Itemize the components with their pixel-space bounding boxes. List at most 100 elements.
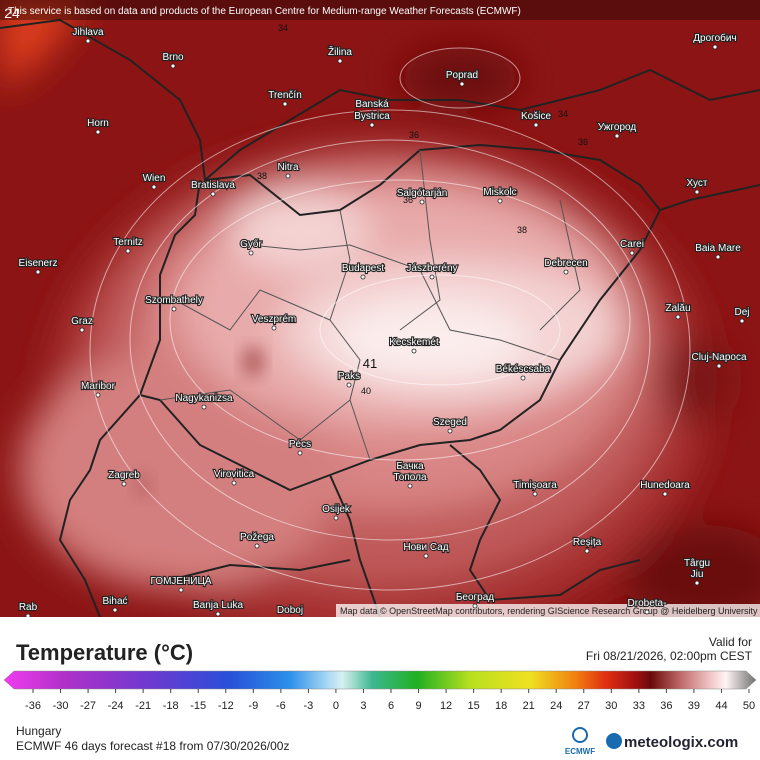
city-marker <box>178 587 184 593</box>
city-marker <box>407 483 413 489</box>
city-marker <box>423 553 429 559</box>
city-marker <box>447 428 453 434</box>
city-marker <box>715 254 721 260</box>
city-marker <box>25 613 31 617</box>
legend-tick-label: -18 <box>163 700 179 712</box>
city-marker <box>333 515 339 521</box>
city-marker <box>532 491 538 497</box>
city-marker <box>662 491 668 497</box>
city-label: Bihać <box>102 596 127 607</box>
city-label: Budapest <box>342 263 384 274</box>
city-marker <box>210 191 216 197</box>
city-marker <box>629 250 635 256</box>
city-label: Ужгород <box>598 122 637 133</box>
ecmwf-logo: ECMWF <box>565 747 595 756</box>
region: Hungary <box>16 724 61 738</box>
city-marker <box>121 481 127 487</box>
city-marker <box>95 129 101 135</box>
legend-tick-label: -21 <box>135 700 151 712</box>
city-label: Топола <box>393 472 426 483</box>
city-label: Carei <box>620 239 644 250</box>
city-marker <box>125 248 131 254</box>
valid-time: Fri 08/21/2026, 02:00pm CEST <box>586 649 753 663</box>
city-label: Baia Mare <box>695 243 741 254</box>
city-label: Košice <box>521 111 551 122</box>
city-label: Hunedoara <box>640 480 690 491</box>
legend-tick-label: 12 <box>440 700 452 712</box>
city-label: Osijek <box>322 504 351 515</box>
city-label: Szombathely <box>145 295 203 306</box>
city-label: Eisenerz <box>19 258 58 269</box>
city-marker <box>407 472 413 478</box>
city-label: Poprad <box>446 70 478 81</box>
isoline-label: 24 <box>4 5 20 21</box>
attribution: Map data © OpenStreetMap contributors, r… <box>340 606 758 616</box>
city-label: Хуст <box>687 178 708 189</box>
city-label: Banská <box>355 99 389 110</box>
city-label: Pécs <box>289 439 311 450</box>
city-marker <box>369 110 375 116</box>
city-marker <box>215 611 221 617</box>
legend-tick-label: 6 <box>388 700 394 712</box>
city-marker <box>644 609 650 615</box>
city-label: Maribor <box>81 381 116 392</box>
legend-panel: Temperature (°C) Valid for Fri 08/21/202… <box>3 635 757 756</box>
city-label: Brno <box>162 52 184 63</box>
city-marker <box>533 122 539 128</box>
city-marker <box>563 269 569 275</box>
legend-tick-label: 18 <box>495 700 507 712</box>
city-marker <box>248 250 254 256</box>
legend-tick-label: 36 <box>660 700 672 712</box>
city-label: Debrecen <box>544 258 587 269</box>
city-label: Ternitz <box>113 237 142 248</box>
city-label: Rab <box>19 602 38 613</box>
isolines <box>89 47 691 591</box>
city-label: Požega <box>240 532 274 543</box>
color-bar <box>3 670 757 690</box>
city-marker <box>459 81 465 87</box>
city-marker <box>151 184 157 190</box>
city-marker <box>346 382 352 388</box>
city-marker <box>271 325 277 331</box>
legend-tick-label: -36 <box>25 700 41 712</box>
city-marker <box>79 327 85 333</box>
city-label: Wien <box>143 173 166 184</box>
city-marker <box>35 269 41 275</box>
city-marker <box>614 133 620 139</box>
city-label: Szeged <box>433 417 467 428</box>
city-marker <box>497 198 503 204</box>
city-label: Jiu <box>691 569 704 580</box>
legend-tick-label: 24 <box>550 700 562 712</box>
city-marker <box>170 63 176 69</box>
isoline-label: 40 <box>361 386 371 396</box>
isoline-label: 36 <box>578 137 588 147</box>
city-label: Drobeta- <box>628 598 667 609</box>
country-borders <box>0 18 760 617</box>
city-marker <box>694 189 700 195</box>
city-marker <box>712 44 718 50</box>
legend-tick-label: 30 <box>605 700 617 712</box>
city-label: Miskolc <box>483 187 516 198</box>
city-marker <box>584 548 590 554</box>
city-label: Cluj-Napoca <box>691 352 746 363</box>
region-borders <box>159 149 581 461</box>
legend-title: Temperature (°C) <box>16 640 193 665</box>
city-label: Horn <box>87 118 109 129</box>
attribution-bar <box>336 604 760 617</box>
isoline-label: 38 <box>517 225 527 235</box>
isoline-label: 36 <box>403 195 413 205</box>
isoline-label: 34 <box>558 109 568 119</box>
isoline-label: 34 <box>278 23 288 33</box>
city-marker <box>282 101 288 107</box>
city-label: Nagykanizsa <box>175 393 233 404</box>
city-label: Banja Luka <box>193 600 243 611</box>
legend-tick-label: -6 <box>276 700 286 712</box>
legend-tick-label: 44 <box>715 700 727 712</box>
city-marker <box>694 580 700 586</box>
ecmwf-icon <box>572 727 588 743</box>
city-marker <box>694 569 700 575</box>
city-label: Győr <box>240 239 262 250</box>
city-label: Doboj <box>277 605 303 616</box>
forecast-info: ECMWF 46 days forecast #18 from 07/30/20… <box>16 739 289 753</box>
